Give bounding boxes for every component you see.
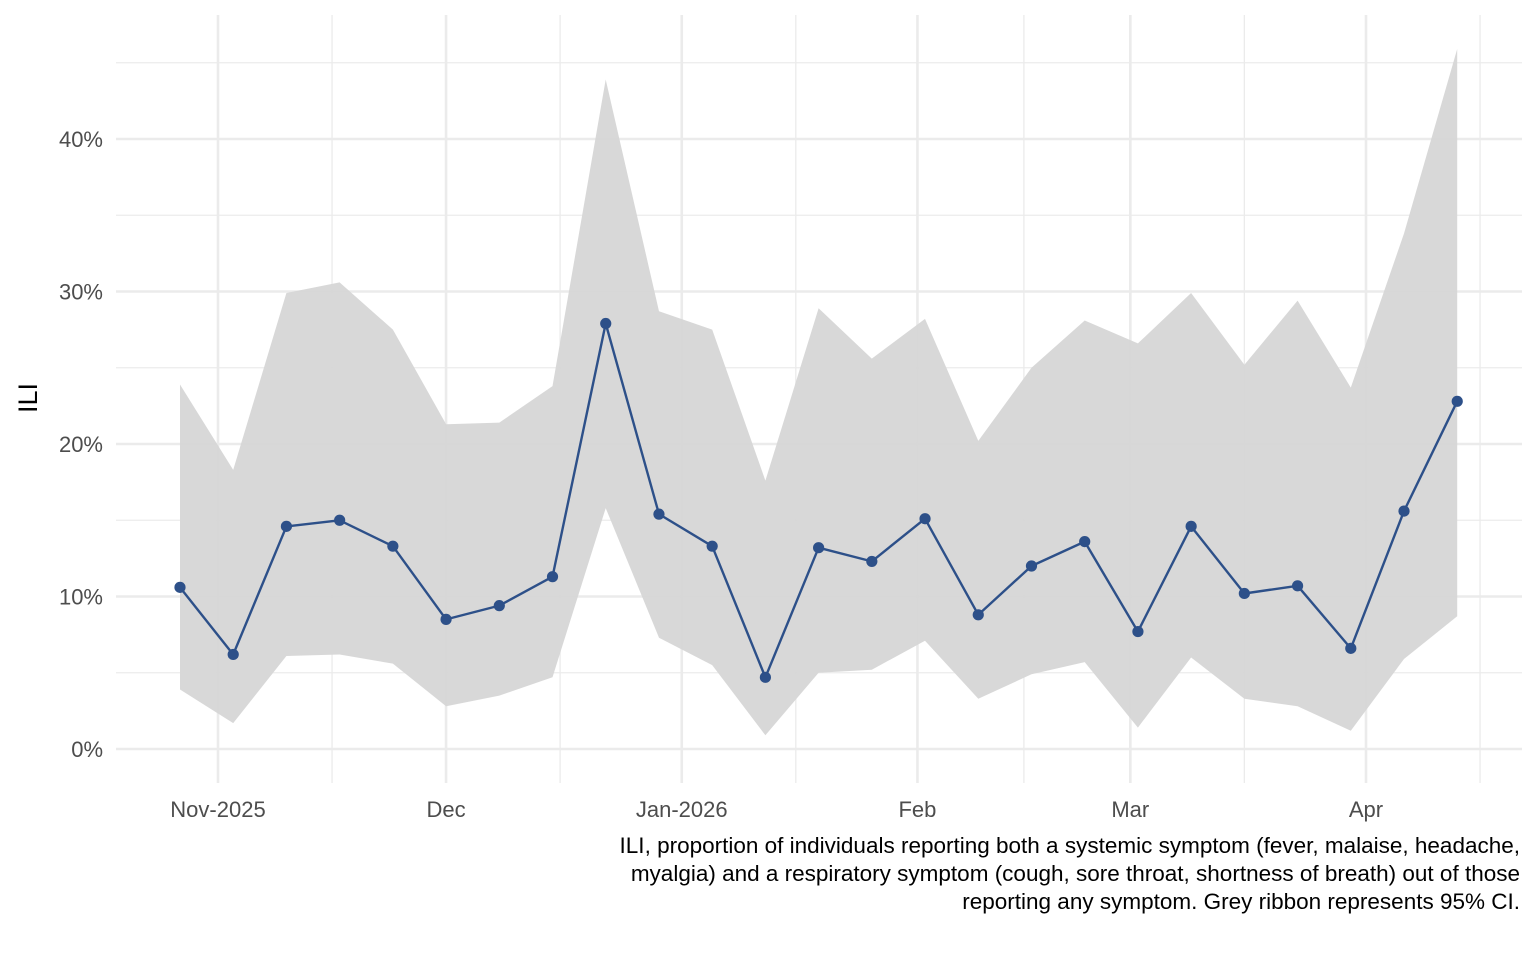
ili-data-point — [334, 514, 346, 526]
y-axis-title: ILI — [13, 383, 43, 413]
ili-chart: 0% 10% 20% 30% 40% Nov-2025 Dec Jan-2026 Feb Mar… — [13, 15, 1522, 822]
x-tick-label: Apr — [1349, 797, 1383, 822]
ili-data-point — [706, 540, 718, 552]
ili-data-point — [919, 513, 931, 525]
ili-data-point — [1185, 520, 1197, 532]
ili-data-point — [1132, 625, 1144, 638]
y-tick-label: 0% — [71, 737, 103, 762]
confidence-ribbon-layer — [180, 49, 1458, 736]
ili-data-point — [1291, 580, 1304, 592]
ili-data-point — [600, 317, 612, 330]
ili-data-point — [759, 671, 771, 683]
y-axis-tick-labels: 0% 10% 20% 30% 40% — [59, 127, 103, 762]
x-tick-label: Jan-2026 — [636, 797, 728, 822]
ili-data-point — [440, 613, 452, 625]
x-tick-label: Feb — [898, 797, 936, 822]
ili-data-point — [866, 555, 878, 568]
ili-data-point — [813, 542, 825, 554]
y-tick-label: 30% — [59, 280, 103, 305]
ili-data-point — [546, 571, 559, 583]
ili-data-point — [653, 508, 665, 520]
ci-ribbon — [180, 49, 1458, 736]
x-tick-label: Mar — [1111, 797, 1149, 822]
ili-data-point — [1079, 536, 1091, 548]
x-tick-label: Nov-2025 — [170, 797, 265, 822]
ili-data-point — [387, 540, 399, 552]
x-axis-tick-labels: Nov-2025 Dec Jan-2026 Feb Mar Apr — [170, 797, 1383, 822]
chart-caption: ILI, proportion of individuals reporting… — [619, 833, 1520, 914]
series-points-layer — [174, 317, 1463, 683]
y-tick-label: 10% — [59, 585, 103, 610]
ili-data-point — [1451, 395, 1463, 407]
ili-data-point — [227, 648, 239, 661]
ili-data-point — [174, 581, 186, 593]
ili-data-point — [1025, 560, 1038, 572]
y-tick-label: 40% — [59, 127, 103, 152]
ili-data-point — [1238, 587, 1250, 600]
ili-data-point — [1398, 505, 1410, 517]
x-tick-label: Dec — [427, 797, 466, 822]
y-tick-label: 20% — [59, 432, 103, 457]
ili-data-point — [972, 609, 984, 621]
ili-data-point — [1345, 642, 1357, 654]
ili-data-point — [280, 520, 293, 532]
ili-data-point — [493, 600, 505, 612]
